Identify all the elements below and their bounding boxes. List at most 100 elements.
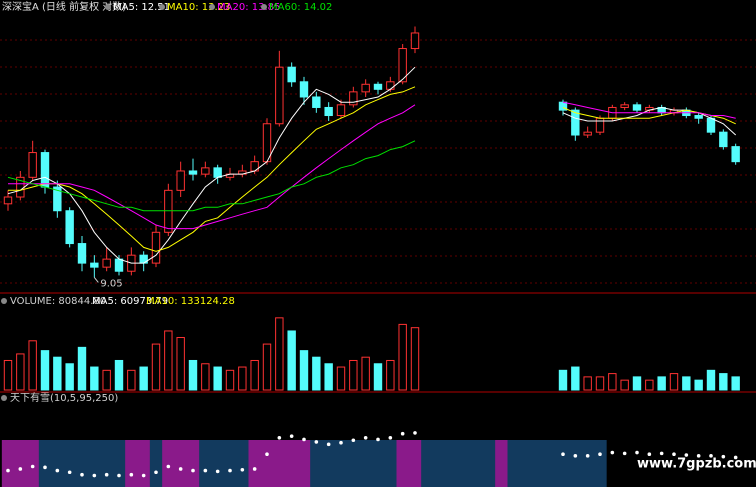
volume-bar [90,366,99,391]
volume-bar [410,327,420,391]
candle-body [188,170,198,175]
indicator-band [310,440,323,487]
indicator-band [174,440,188,487]
volume-bar [669,373,679,391]
plot: 9.05 [0,26,756,478]
volume-bar [657,376,666,391]
volume-bar [398,323,407,391]
indicator-band [396,440,410,487]
indicator-dot [647,452,652,457]
indicator-dot [302,437,306,442]
volume-bar [188,359,198,391]
candle-body [275,66,284,125]
indicator-band [322,440,336,487]
candle-body [324,106,333,117]
indicator-dot [598,452,602,457]
legend-icon [1,395,7,401]
volume-bar [77,346,87,391]
indicator-band [569,440,582,487]
indicator-dot [191,468,195,473]
candle-body [90,262,99,268]
indicator-band [408,440,422,487]
indicator-dot [203,468,208,473]
candle-body [77,243,87,264]
indicator-band [507,440,521,487]
indicator-dot [388,436,393,440]
volume-bar [608,373,617,391]
indicator-band [38,440,52,487]
volume-bar [620,379,629,391]
legend-entry: MA20: 13.85 [217,2,280,13]
volume-bar [65,363,74,391]
candle-body [583,131,592,136]
volume-bar [53,356,62,391]
indicator-dot [80,472,84,477]
indicator-dot [178,467,183,471]
indicator-dot [314,440,319,444]
indicator-title: 天下有雪(10,5,95,250) [10,391,118,404]
volume-bar [262,343,272,391]
indicator-dot [289,434,294,438]
indicator-band [519,440,533,487]
ma-line [7,66,737,264]
volume-bar [719,373,728,391]
indicator-dot [413,431,417,435]
indicator-dot [684,453,689,457]
volume-bar [361,356,370,391]
indicator-dot [561,452,565,457]
indicator-dot [215,469,220,474]
indicator-dot [696,454,701,458]
volume-bar [706,369,716,391]
volume-bar [373,363,383,391]
volume-bar [632,376,642,391]
candle-body [620,104,629,108]
candle-body [213,167,222,178]
legend-icon [261,4,267,10]
legend-entry: MA5: 12.51 [113,2,170,13]
candle-body [719,131,728,148]
indicator-band [445,440,459,487]
indicator-band [433,440,447,487]
volume-bar [571,366,580,391]
volume-bar [102,369,111,391]
indicator-band [223,440,237,487]
indicator-dot [30,464,35,469]
indicator-band [236,440,249,487]
candle-body [386,81,395,90]
legend-icon [105,4,111,10]
indicator-band [63,440,77,487]
candle-body [706,117,716,133]
volume-bar [176,337,185,391]
indicator-band [162,440,175,487]
volume-ma-label: MA10: 133124.28 [146,296,235,307]
indicator-band [544,440,558,487]
indicator-dot [166,464,171,469]
volume-bar [558,369,568,391]
volume-bar [225,369,235,391]
indicator-dot [709,454,713,458]
candle-body [336,104,346,117]
legend-icon [159,4,165,10]
indicator-band [211,440,225,487]
indicator-dot [672,452,676,457]
volume-bar [595,376,605,391]
ma-line [8,101,736,230]
candle-body [3,196,13,205]
candle-body [373,83,383,90]
candle-body [398,48,407,83]
indicator-dot [277,436,282,440]
candle-body [40,152,50,188]
candle-body [28,152,37,178]
candle-body [176,170,185,191]
indicator-band [359,440,373,487]
candle-body [632,104,642,111]
volume-label: VOLUME: 80844.80 [10,296,106,307]
legend-icon [209,4,215,10]
indicator-dot [721,454,726,459]
indicator-dot [573,454,578,458]
volume-bar [250,359,259,391]
indicator-band [112,440,126,487]
indicator-band [347,440,360,487]
volume-bar [682,376,691,391]
